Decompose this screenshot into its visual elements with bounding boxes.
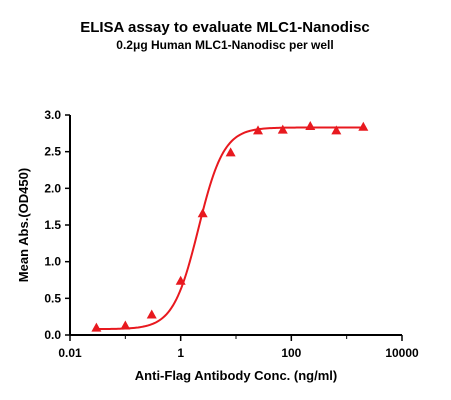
data-markers [91, 121, 369, 332]
x-tick-label: 0.01 [58, 346, 82, 360]
chart-subtitle: 0.2μg Human MLC1-Nanodisc per well [116, 38, 333, 52]
x-tick-label: 1 [177, 346, 184, 360]
y-axis-label: Mean Abs.(OD450) [16, 168, 31, 282]
data-point [331, 125, 342, 135]
data-point [358, 121, 369, 131]
y-tick-label: 1.5 [44, 218, 61, 232]
y-tick-label: 2.5 [44, 145, 61, 159]
data-point [225, 147, 236, 157]
x-tick-label: 100 [281, 346, 301, 360]
fit-curve [96, 126, 364, 331]
data-point [277, 124, 288, 134]
y-ticks: 0.0 0.5 1.0 1.5 2.0 2.5 3.0 [44, 108, 70, 342]
data-point [197, 208, 208, 218]
plot-area [91, 121, 369, 332]
y-tick-label: 0.0 [44, 328, 61, 342]
data-point [91, 322, 102, 332]
x-axis-label: Anti-Flag Antibody Conc. (ng/ml) [135, 368, 337, 383]
data-point [305, 121, 316, 130]
y-tick-label: 0.5 [44, 291, 61, 305]
x-tick-label: 10000 [385, 346, 419, 360]
x-ticks: 0.01 1 100 10000 [58, 335, 419, 360]
y-tick-label: 2.0 [44, 181, 61, 195]
chart-title: ELISA assay to evaluate MLC1-Nanodisc [80, 19, 370, 36]
data-point [175, 275, 186, 285]
y-tick-label: 1.0 [44, 255, 61, 269]
data-point [146, 309, 157, 319]
data-point [120, 320, 131, 330]
data-point [253, 125, 264, 135]
axes: 0.0 0.5 1.0 1.5 2.0 2.5 3.0 0.01 1 100 10000 [44, 108, 419, 360]
y-tick-label: 3.0 [44, 108, 61, 122]
